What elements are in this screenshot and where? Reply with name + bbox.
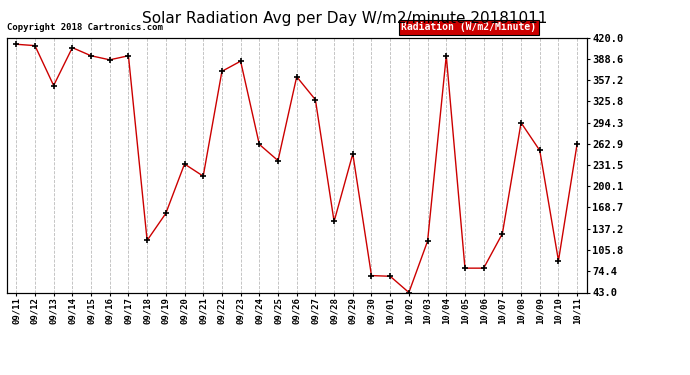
Text: Radiation (W/m2/Minute): Radiation (W/m2/Minute) xyxy=(401,22,536,32)
Text: Copyright 2018 Cartronics.com: Copyright 2018 Cartronics.com xyxy=(7,23,163,32)
Text: Solar Radiation Avg per Day W/m2/minute 20181011: Solar Radiation Avg per Day W/m2/minute … xyxy=(142,11,548,26)
